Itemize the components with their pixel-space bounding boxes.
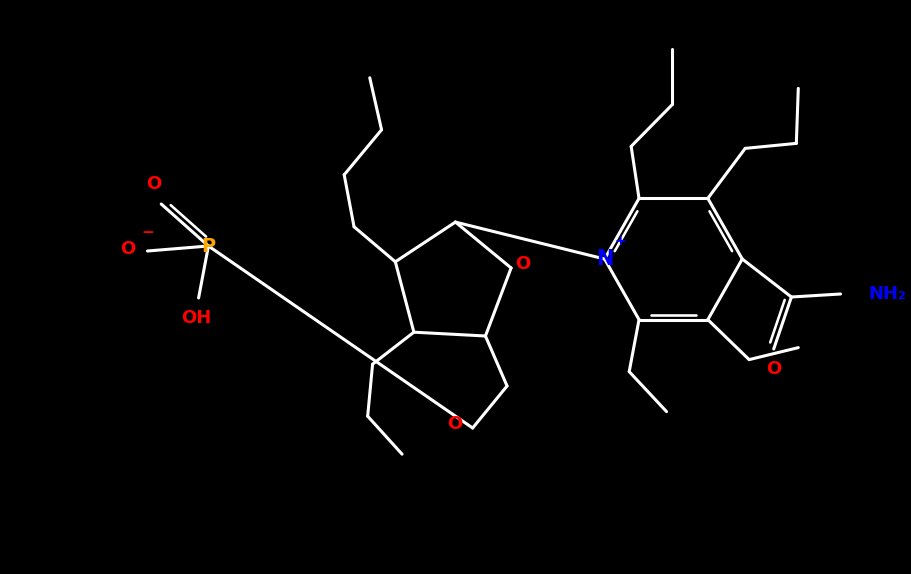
Text: P: P: [201, 236, 215, 255]
Text: OH: OH: [181, 309, 211, 327]
Text: N: N: [595, 249, 612, 269]
Text: O: O: [446, 415, 462, 433]
Text: NH₂: NH₂: [867, 285, 905, 303]
Text: O: O: [765, 360, 781, 378]
Text: O: O: [515, 255, 530, 273]
Text: −: −: [141, 224, 154, 239]
Text: +: +: [614, 234, 626, 248]
Text: O: O: [120, 240, 135, 258]
Text: O: O: [146, 175, 161, 193]
